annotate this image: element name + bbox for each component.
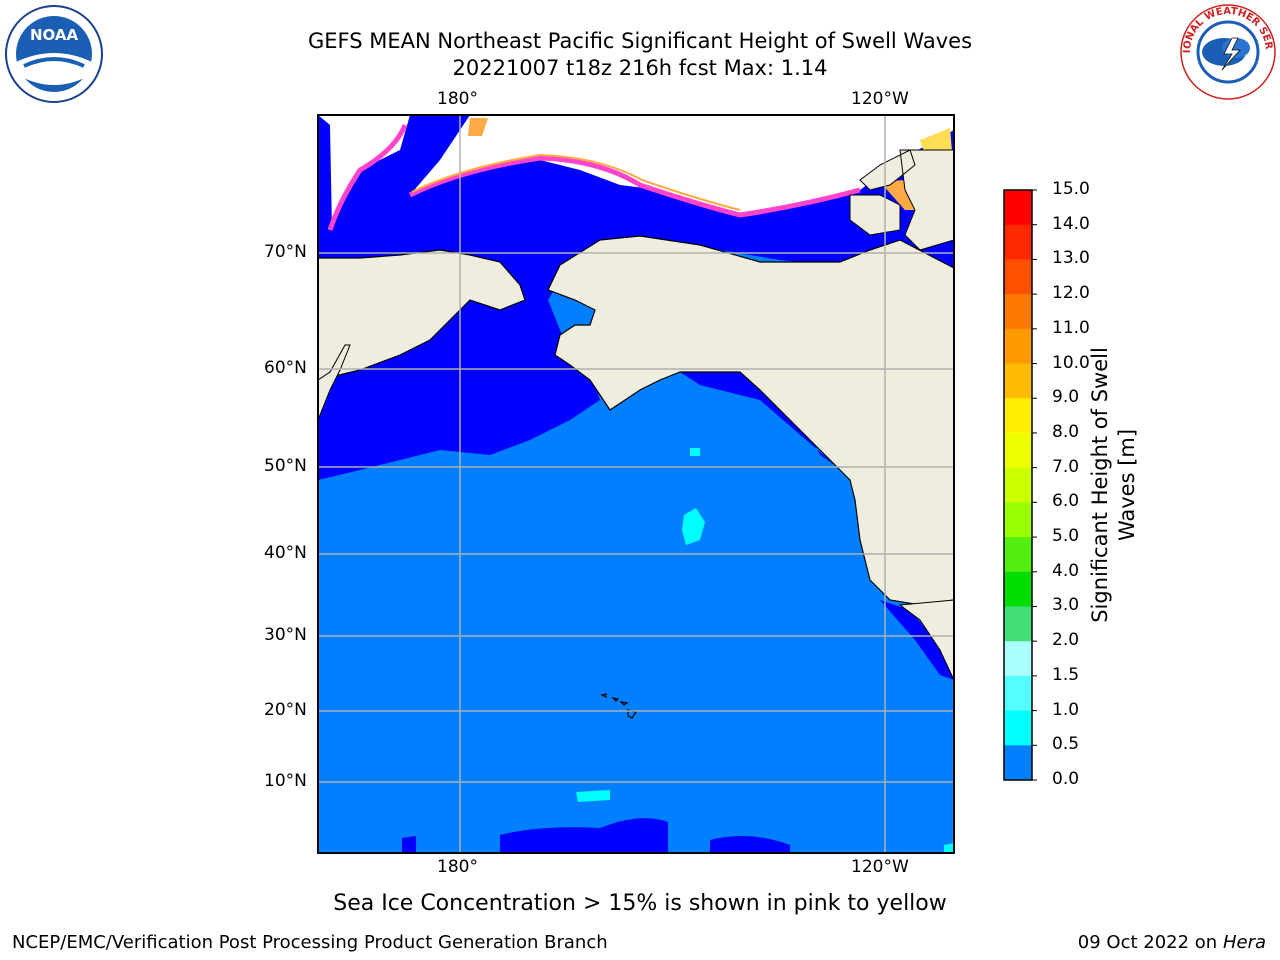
land-baja [898,599,954,681]
colorbar-bin [1004,328,1032,365]
sea-ice-caption: Sea Ice Concentration > 15% is shown in … [333,891,947,916]
ocean-low-coast [680,372,835,465]
colorbar-bin [1004,224,1032,260]
footer-credit: NCEP/EMC/Verification Post Processing Pr… [12,932,608,953]
colorbar-bin [1004,190,1032,226]
nws-logo: NATIONAL WEATHER SERVICE [1178,2,1276,100]
footer-date: 09 Oct 2022 on Hera [1078,932,1266,953]
colorbar-border [1003,189,1033,781]
colorbar-bin [1004,502,1032,538]
colorbar-tick-label: 1.5 [1052,664,1080,685]
colorbar-label-line2: Waves [m] [1115,428,1139,542]
colorbar-tick-label: 10.0 [1052,352,1090,373]
colorbar-bin [1004,571,1032,607]
colorbar-tick-label: 0.0 [1052,769,1080,789]
colorbar-tick-label: 5.0 [1052,526,1080,547]
colorbar-tick-label: 12.0 [1052,283,1090,304]
colorbar-bin [1004,675,1032,712]
colorbar-tick-label: 3.0 [1052,595,1080,616]
colorbar-bin [1004,363,1032,399]
colorbar-tick-label: 14.0 [1052,213,1090,234]
colorbar [1003,189,1037,781]
footer-host: Hera [1222,932,1266,953]
colorbar-bin [1004,294,1032,330]
ocean-low-south [500,818,668,853]
colorbar-bin [1004,745,1032,781]
colorbar-bin [1004,259,1032,295]
footer-date-text: 09 Oct 2022 on [1077,932,1218,953]
graticule [318,115,954,853]
colorbar-tick-label: 11.0 [1052,317,1090,338]
lat-label-10n: 10°N [264,771,307,791]
colorbar-tick-label: 8.0 [1052,421,1080,442]
colorbar-tick-label: 6.0 [1052,491,1080,512]
lon-label-top-180: 180° [437,89,478,109]
colorbar-bin [1004,467,1032,503]
land-north-america [547,235,954,606]
colorbar-tick-label: 4.0 [1052,560,1080,581]
colorbar-tick-label: 1.0 [1052,699,1080,720]
colorbar-bin [1004,432,1032,469]
colorbar-bin [1004,537,1032,573]
lon-label-top-120w: 120°W [851,89,909,109]
land-arctic-islands [849,149,954,251]
colorbar-tick-label: 15.0 [1052,179,1090,199]
sea-ice-white [318,115,954,230]
colorbar-bin [1004,641,1032,677]
lat-label-30n: 30°N [264,625,307,645]
lat-label-20n: 20°N [264,700,307,720]
lat-label-60n: 60°N [264,358,307,378]
colorbar-tick-label: 13.0 [1052,248,1090,269]
land-kamchatka [318,344,351,421]
colorbar-tick-label: 9.0 [1052,387,1080,408]
colorbar-tick-label: 0.5 [1052,734,1080,755]
lon-label-bottom-120w: 120°W [851,857,909,877]
noaa-logo-text: NOAA [30,26,79,44]
chart-title: GEFS MEAN Northeast Pacific Significant … [307,29,973,53]
lat-label-70n: 70°N [264,242,307,262]
lon-label-bottom-180: 180° [437,857,478,877]
colorbar-bin [1004,710,1032,746]
colorbar-tick-label: 2.0 [1052,630,1080,651]
colorbar-label-line1: Significant Height of Swell [1088,347,1112,623]
chart-subtitle: 20221007 t18z 216h fcst Max: 1.14 [452,56,828,80]
colorbar-bin [1004,398,1032,434]
noaa-logo: NOAA [5,5,103,103]
lat-label-40n: 40°N [264,543,307,563]
colorbar-bin [1004,606,1032,642]
colorbar-tick-label: 7.0 [1052,456,1080,477]
lat-label-50n: 50°N [264,456,307,476]
